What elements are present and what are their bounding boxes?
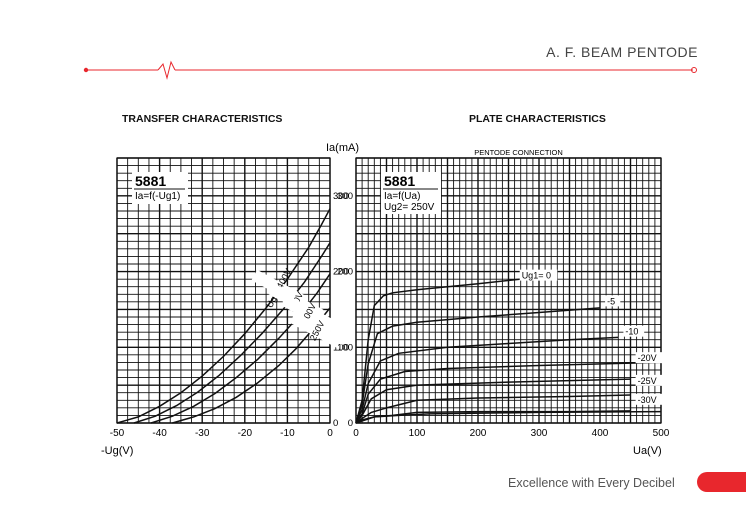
info-box — [381, 172, 441, 214]
series-label-bg — [635, 374, 662, 386]
plate-chart: 5881 Ia=f(Ua)Ug2= 250V 0 100 200 300 400 500 0 10… — [337, 148, 670, 457]
footer-tagline: Excellence with Every Decibel — [508, 476, 675, 490]
x-tick-label: -40 — [152, 428, 167, 439]
series-label: -25V — [638, 376, 657, 386]
series-line — [133, 242, 331, 424]
y-tick-label: 100 — [333, 342, 349, 353]
series-label: -30V — [638, 395, 657, 405]
y-tick-label: 300 — [333, 191, 349, 202]
series-line — [355, 394, 631, 424]
series-line — [355, 378, 631, 424]
series-line — [355, 278, 521, 424]
x-tick-label: -30 — [195, 428, 210, 439]
function-label: Ia=f(-Ug1) — [135, 191, 180, 202]
x-tick-label: -50 — [110, 428, 125, 439]
condition-label: Ug2= 250V — [384, 202, 435, 213]
x-tick-label: 100 — [409, 428, 426, 439]
series-label: -5 — [607, 296, 615, 306]
series-label-bg — [519, 269, 558, 281]
x-tick-label: -20 — [238, 428, 253, 439]
x-tick-label: 0 — [327, 428, 333, 439]
y-tick-label: 0 — [348, 418, 353, 429]
series-label: -10 — [625, 327, 638, 337]
y-tick-label: 200 — [333, 267, 349, 278]
series-label-bg — [635, 393, 662, 405]
x-tick-label: 400 — [592, 428, 609, 439]
x-tick-label: 0 — [353, 428, 359, 439]
tube-model-label: 5881 — [384, 173, 415, 189]
series-line — [355, 336, 619, 424]
info-box — [132, 172, 188, 204]
x-tick-label: 300 — [531, 428, 548, 439]
tube-model-label: 5881 — [135, 173, 166, 189]
series-label: -20V — [638, 353, 657, 363]
series-line — [172, 307, 331, 424]
series-label: Ug1= 0 — [522, 271, 551, 281]
series-label-bg — [605, 295, 621, 307]
series-line — [355, 361, 662, 424]
transfer-chart-title: TRANSFER CHARACTERISTICS — [122, 113, 283, 125]
series-label-bg — [281, 294, 337, 332]
plot-frame — [116, 157, 331, 424]
y-tick-label: 100 — [337, 342, 353, 353]
page-title: A. F. BEAM PENTODE — [546, 44, 698, 60]
x-tick-label: -10 — [280, 428, 295, 439]
y-tick-label: 300 — [337, 191, 353, 202]
function-label: Ia=f(Ua) — [384, 191, 420, 202]
x-tick-label: 200 — [470, 428, 487, 439]
plate-chart-title: PLATE CHARACTERISTICS — [469, 113, 606, 125]
series-line — [355, 307, 601, 424]
y-tick-label: 200 — [337, 267, 353, 278]
series-line — [355, 410, 662, 424]
chart-subtitle: PENTODE CONNECTION — [474, 148, 563, 157]
x-tick-label: 500 — [653, 428, 670, 439]
y-axis-label: Ia(mA) — [326, 142, 359, 154]
footer-accent-pill — [697, 472, 746, 492]
series-label-bg — [289, 312, 345, 350]
x-axis-label: -Ug(V) — [101, 445, 133, 457]
series-label-bg — [623, 325, 645, 337]
x-axis-label: Ua(V) — [633, 445, 662, 457]
y-tick-label: 0 — [333, 418, 338, 429]
series-line — [116, 208, 331, 424]
series-label-bg — [635, 352, 662, 364]
plot-frame — [355, 157, 662, 424]
